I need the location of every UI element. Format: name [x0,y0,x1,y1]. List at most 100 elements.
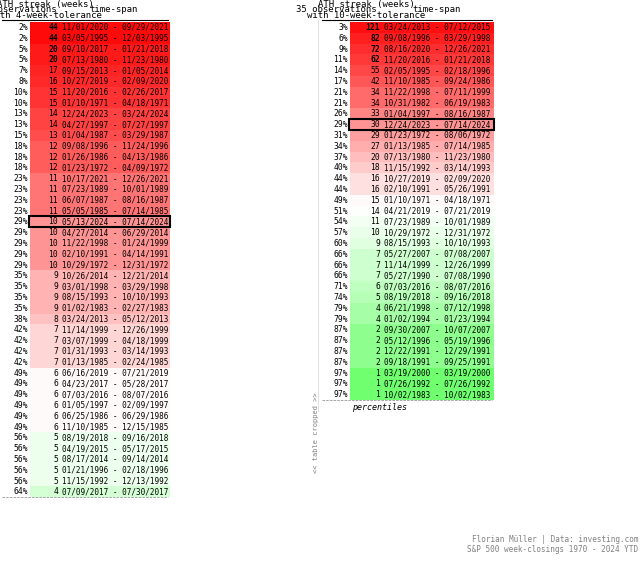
Bar [30,206,170,216]
Text: 01/23/1972 - 04/09/1972: 01/23/1972 - 04/09/1972 [62,164,168,173]
Text: 79%: 79% [333,303,348,312]
Text: 6: 6 [53,423,58,432]
Text: 17%: 17% [333,77,348,86]
Text: 42%: 42% [13,336,28,345]
Bar [30,22,170,33]
Text: 2%: 2% [19,23,28,32]
Text: 07/13/1980 - 11/23/1980: 07/13/1980 - 11/23/1980 [384,152,490,161]
Text: 6: 6 [53,412,58,421]
Text: 10/29/1972 - 12/31/1972: 10/29/1972 - 12/31/1972 [384,228,490,237]
Text: 23%: 23% [13,174,28,183]
Text: 04/21/2019 - 07/21/2019: 04/21/2019 - 07/21/2019 [384,206,490,215]
Text: 06/16/2019 - 07/21/2019: 06/16/2019 - 07/21/2019 [62,369,168,378]
Bar [30,443,170,454]
Text: 01/13/1985 - 07/14/1985: 01/13/1985 - 07/14/1985 [384,142,490,151]
Bar [350,184,494,195]
Text: 07/23/1989 - 10/01/1989: 07/23/1989 - 10/01/1989 [384,217,490,226]
Bar [350,216,494,227]
Text: 07/03/2016 - 08/07/2016: 07/03/2016 - 08/07/2016 [62,390,168,399]
Text: 18%: 18% [13,142,28,151]
Text: 12/24/2023 - 03/24/2024: 12/24/2023 - 03/24/2024 [62,109,168,118]
Text: 07/09/2017 - 07/30/2017: 07/09/2017 - 07/30/2017 [62,487,168,496]
Text: 10/17/2021 - 12/26/2021: 10/17/2021 - 12/26/2021 [62,174,168,183]
Text: 82: 82 [371,34,380,43]
Text: 44: 44 [48,34,58,43]
Text: 08/17/2014 - 09/14/2014: 08/17/2014 - 09/14/2014 [62,455,168,464]
Text: 5%: 5% [19,44,28,53]
Text: 11/22/1998 - 01/24/1999: 11/22/1998 - 01/24/1999 [62,239,168,248]
Text: 66%: 66% [333,271,348,280]
Text: 23%: 23% [13,196,28,205]
Text: 31%: 31% [333,131,348,140]
Text: 97%: 97% [333,379,348,388]
Bar [30,249,170,260]
Text: 49%: 49% [13,401,28,410]
Bar [30,357,170,368]
Bar [350,87,494,98]
Bar [350,195,494,206]
Bar [350,324,494,335]
Bar [30,486,170,497]
Text: 5: 5 [53,455,58,464]
Text: 01/26/1986 - 04/13/1986: 01/26/1986 - 04/13/1986 [62,152,168,161]
Text: 05/12/1996 - 05/19/1996: 05/12/1996 - 05/19/1996 [384,336,490,345]
Text: 01/21/1996 - 02/18/1996: 01/21/1996 - 02/18/1996 [62,466,168,475]
Bar [30,475,170,486]
Text: 03/24/2013 - 07/12/2015: 03/24/2013 - 07/12/2015 [384,23,490,32]
Text: 11: 11 [48,174,58,183]
Text: 74%: 74% [333,293,348,302]
Text: 07/23/1989 - 10/01/1989: 07/23/1989 - 10/01/1989 [62,185,168,194]
Text: 8: 8 [53,315,58,324]
Text: 10/29/1972 - 12/31/1972: 10/29/1972 - 12/31/1972 [62,261,168,270]
Text: 20: 20 [371,152,380,161]
Text: 08/16/2020 - 12/26/2021: 08/16/2020 - 12/26/2021 [384,44,490,53]
Bar [350,281,494,292]
Text: 35%: 35% [13,303,28,312]
Text: time-span: time-span [413,6,461,15]
Text: 35%: 35% [13,271,28,280]
Bar [30,281,170,292]
Text: 10/27/2019 - 02/09/2020: 10/27/2019 - 02/09/2020 [62,77,168,86]
Text: 34%: 34% [333,142,348,151]
Text: 01/04/1997 - 08/16/1987: 01/04/1997 - 08/16/1987 [384,109,490,118]
Bar [350,141,494,152]
Text: 42%: 42% [13,347,28,356]
Text: 3%: 3% [339,23,348,32]
Bar [350,270,494,281]
Bar [350,378,494,389]
Text: 6: 6 [53,401,58,410]
Text: 72: 72 [371,44,380,53]
Bar [30,162,170,173]
Text: 2: 2 [375,325,380,334]
Text: 05/05/1985 - 07/14/1985: 05/05/1985 - 07/14/1985 [62,206,168,215]
Text: 16: 16 [371,185,380,194]
Text: 33: 33 [371,109,380,118]
Text: 12: 12 [48,142,58,151]
Text: 79%: 79% [333,315,348,324]
Text: 03/07/1999 - 04/18/1999: 03/07/1999 - 04/18/1999 [62,336,168,345]
Text: 11/01/2020 - 09/29/2021: 11/01/2020 - 09/29/2021 [62,23,168,32]
Text: 15: 15 [48,88,58,97]
Bar [30,141,170,152]
Bar [350,98,494,108]
Text: 7: 7 [53,347,58,356]
Text: 5: 5 [53,433,58,442]
Text: 2: 2 [375,336,380,345]
Bar [30,216,170,227]
Bar [350,357,494,368]
Text: 35 observations: 35 observations [296,6,376,15]
Text: 06/25/1986 - 06/29/1986: 06/25/1986 - 06/29/1986 [62,412,168,421]
Text: 15: 15 [371,196,380,205]
Bar [30,368,170,378]
Text: 14: 14 [371,206,380,215]
Text: 8%: 8% [19,77,28,86]
Bar [350,346,494,357]
Bar [350,44,494,55]
Text: 04/23/2017 - 05/28/2017: 04/23/2017 - 05/28/2017 [62,379,168,388]
Text: 56%: 56% [13,444,28,453]
Text: 11/10/1985 - 12/15/1985: 11/10/1985 - 12/15/1985 [62,423,168,432]
Text: 11/15/1992 - 03/14/1993: 11/15/1992 - 03/14/1993 [384,164,490,173]
Text: 9: 9 [53,282,58,291]
Text: 02/10/1991 - 04/14/1991: 02/10/1991 - 04/14/1991 [62,250,168,259]
Text: 23%: 23% [13,185,28,194]
